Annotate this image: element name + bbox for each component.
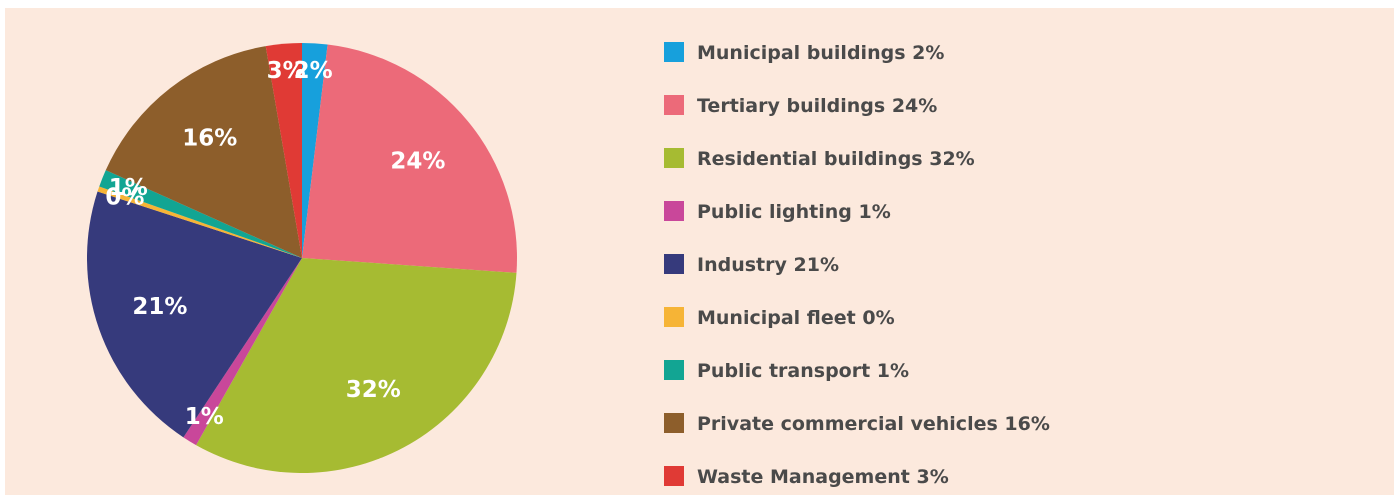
pie-slice (302, 44, 517, 273)
legend-label: Residential buildings 32% (697, 148, 975, 170)
pie-slice (105, 46, 303, 258)
legend-label: Municipal buildings 2% (697, 42, 944, 64)
legend-name: Private commercial vehicles (697, 413, 998, 435)
legend-value: 1% (877, 360, 909, 382)
legend-label: Tertiary buildings 24% (697, 95, 937, 117)
legend-value: 32% (929, 148, 974, 170)
legend-name: Municipal fleet (697, 307, 856, 329)
legend-label: Industry 21% (697, 254, 839, 276)
slice-label: 1% (185, 404, 224, 430)
pie-slice (97, 186, 302, 258)
legend-value: 16% (1004, 413, 1049, 435)
pie-slice (302, 43, 328, 258)
legend-swatch (664, 254, 684, 274)
slice-label: 24% (390, 149, 445, 175)
pie-slice (183, 258, 302, 446)
legend-name: Municipal buildings (697, 42, 906, 64)
legend-label: Private commercial vehicles 16% (697, 413, 1050, 435)
legend-value: 21% (794, 254, 839, 276)
legend-name: Public transport (697, 360, 870, 382)
legend-value: 1% (858, 201, 890, 223)
slice-label: 21% (132, 294, 187, 320)
legend-label: Public lighting 1% (697, 201, 891, 223)
legend-swatch (664, 307, 684, 327)
legend-name: Residential buildings (697, 148, 923, 170)
legend-swatch (664, 201, 684, 221)
pie-slice (99, 170, 302, 258)
pie-slice (196, 258, 517, 473)
legend-value: 0% (862, 307, 894, 329)
pie-slice (265, 43, 302, 258)
legend-value: 2% (912, 42, 944, 64)
legend-swatch (664, 148, 684, 168)
legend-label: Public transport 1% (697, 360, 909, 382)
legend-label: Waste Management 3% (697, 466, 949, 488)
legend-label: Municipal fleet 0% (697, 307, 895, 329)
slice-label: 16% (182, 126, 237, 152)
legend-name: Waste Management (697, 466, 910, 488)
slice-label: 32% (346, 377, 401, 403)
legend-value: 24% (892, 95, 937, 117)
legend-value: 3% (916, 466, 948, 488)
legend-swatch (664, 466, 684, 486)
legend-name: Industry (697, 254, 787, 276)
slice-label: 1% (109, 175, 148, 201)
slice-label: 3% (267, 58, 306, 84)
legend-name: Tertiary buildings (697, 95, 885, 117)
legend-swatch (664, 42, 684, 62)
legend-swatch (664, 95, 684, 115)
legend-name: Public lighting (697, 201, 852, 223)
legend-swatch (664, 413, 684, 433)
slice-label: 0% (105, 184, 144, 210)
pie-slice (86, 191, 302, 438)
legend-swatch (664, 360, 684, 380)
slice-label: 2% (294, 58, 333, 84)
